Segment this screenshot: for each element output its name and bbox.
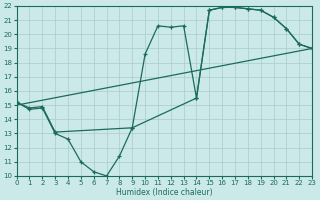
X-axis label: Humidex (Indice chaleur): Humidex (Indice chaleur) xyxy=(116,188,213,197)
